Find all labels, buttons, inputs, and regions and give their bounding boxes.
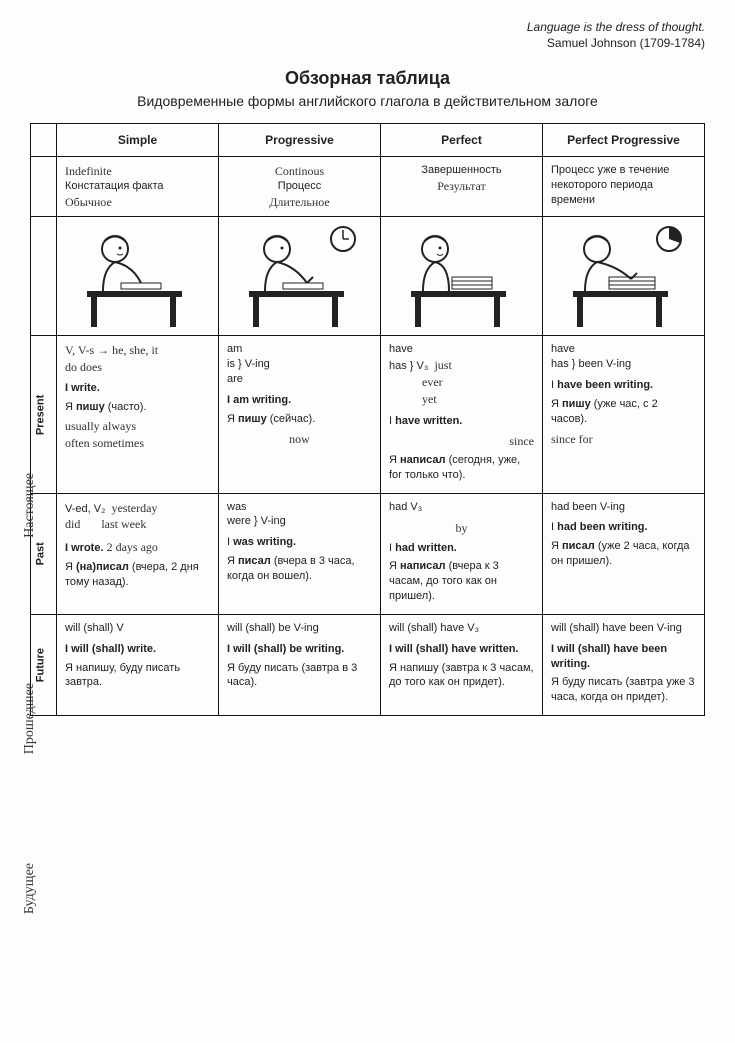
side-label-future: Будущее (22, 863, 38, 914)
present-perf-ru: Я написал (сегодня, уже, for только что)… (389, 453, 534, 483)
past-simple-ru: Я (на)писал (вчера, 2 дня тому назад). (65, 560, 210, 590)
cell-past-simple: V-ed, V₂ yesterdaydid last week I wrote.… (57, 493, 219, 614)
desc-simple: Indefinite Констатация факта Обычное (57, 157, 219, 217)
illus-simple (57, 217, 219, 336)
cell-present-simple: V, V-s → he, she, it do does I write. Я … (57, 336, 219, 493)
present-perfprog-ru: Я пишу (уже час, с 2 часов). (551, 397, 696, 427)
future-perfprog-ru: Я буду писать (завтра уже 3 часа, когда … (551, 675, 696, 705)
desc-perf-print: Завершенность (389, 163, 534, 178)
header-row: Simple Progressive Perfect Perfect Progr… (31, 124, 705, 157)
desc-perfprog-print: Процесс уже в течение некоторого периода… (551, 163, 696, 208)
future-prog-formula: will (shall) be V-ing (227, 621, 372, 636)
cell-future-progressive: will (shall) be V-ing I will (shall) be … (219, 614, 381, 715)
illus-progressive (219, 217, 381, 336)
desc-perfect: Завершенность Результат (381, 157, 543, 217)
present-perfprog-en: I have been writing. (551, 379, 653, 391)
past-perf-by: by (389, 520, 534, 536)
present-perf-since: since (389, 433, 534, 449)
future-perfprog-formula: will (shall) have been V-ing (551, 621, 696, 636)
present-row: Present V, V-s → he, she, it do does I w… (31, 336, 705, 493)
cell-past-perfect: had V₃ by I had written. Я написал (вчер… (381, 493, 543, 614)
desc-progressive: Continous Процесс Длительное (219, 157, 381, 217)
cell-future-perfect: will (shall) have V₃ I will (shall) have… (381, 614, 543, 715)
future-perf-ru: Я напишу (завтра к 3 часам, до того как … (389, 661, 534, 691)
cell-present-perfprog: havehas } been V-ing I have been writing… (543, 336, 705, 493)
present-simple-ru: Я пишу (часто). (65, 400, 210, 415)
description-row: Indefinite Констатация факта Обычное Con… (31, 157, 705, 217)
page-subtitle: Видовременные формы английского глагола … (30, 93, 705, 109)
illustration-row (31, 217, 705, 336)
past-simple-en: I wrote. (65, 542, 104, 554)
desc-perfprog: Процесс уже в течение некоторого периода… (543, 157, 705, 217)
tense-table: Simple Progressive Perfect Perfect Progr… (30, 123, 705, 716)
future-prog-en: I will (shall) be writing. (227, 642, 372, 657)
present-perf-formula: havehas } V₃ just ever yet (389, 342, 534, 407)
desc-simple-print: Констатация факта (65, 179, 210, 194)
future-simple-en: I will (shall) write. (65, 642, 210, 657)
present-prog-formula: am is } V-ing are (227, 342, 372, 387)
future-row: Future will (shall) V I will (shall) wri… (31, 614, 705, 715)
desc-perf-hand2: Результат (389, 178, 534, 194)
present-perfprog-formula: havehas } been V-ing (551, 342, 696, 372)
col-perfect: Perfect (381, 124, 543, 157)
col-simple: Simple (57, 124, 219, 157)
cell-present-progressive: am is } V-ing are I am writing. Я пишу (… (219, 336, 381, 493)
future-perf-en: I will (shall) have written. (389, 642, 534, 657)
cell-future-perfprog: will (shall) have been V-ing I will (sha… (543, 614, 705, 715)
present-perf-en: I have written. (389, 415, 462, 427)
cell-past-progressive: waswere } V-ing I was writing. Я писал (… (219, 493, 381, 614)
present-simple-en: I write. (65, 382, 100, 394)
future-simple-formula: will (shall) V (65, 621, 210, 636)
rowlabel-future: Future (31, 614, 57, 715)
past-prog-formula: waswere } V-ing (227, 500, 372, 530)
rowlabel-present: Present (31, 336, 57, 493)
future-perf-formula: will (shall) have V₃ (389, 621, 534, 636)
past-perf-en: I had written. (389, 542, 457, 554)
desc-prog-hand2: Длительное (227, 194, 372, 210)
future-perfprog-en: I will (shall) have been writing. (551, 642, 696, 672)
past-row: Past V-ed, V₂ yesterdaydid last week I w… (31, 493, 705, 614)
desc-prog-hand1: Continous (227, 163, 372, 179)
desc-simple-hand2: Обычное (65, 194, 210, 210)
present-simple-formula: V, V-s → he, she, it do does (65, 342, 210, 374)
past-perf-ru: Я написал (вчера к 3 часам, до того как … (389, 559, 534, 604)
future-simple-ru: Я напишу, буду писать завтра. (65, 661, 210, 691)
past-perfprog-ru: Я писал (уже 2 часа, когда он пришел). (551, 539, 696, 569)
present-prog-ru: Я пишу (сейчас). (227, 412, 372, 427)
future-prog-ru: Я буду писать (завтра в 3 часа). (227, 661, 372, 691)
present-simple-adverbs: usually always often sometimes (65, 418, 210, 450)
desc-prog-print: Процесс (227, 179, 372, 194)
rowlabel-past: Past (31, 493, 57, 614)
col-progressive: Progressive (219, 124, 381, 157)
past-perfprog-en: I had been writing. (551, 521, 648, 533)
present-prog-adverb: now (227, 431, 372, 447)
page-title: Обзорная таблица (30, 68, 705, 89)
past-perfprog-formula: had been V-ing (551, 500, 696, 515)
present-prog-en: I am writing. (227, 394, 291, 406)
cell-future-simple: will (shall) V I will (shall) write. Я н… (57, 614, 219, 715)
illus-perfprog (543, 217, 705, 336)
col-perfprog: Perfect Progressive (543, 124, 705, 157)
epigraph-author: Samuel Johnson (1709-1784) (30, 36, 705, 50)
present-perfprog-adverbs: since for (551, 431, 696, 447)
past-perf-formula: had V₃ (389, 500, 534, 515)
cell-past-perfprog: had been V-ing I had been writing. Я пис… (543, 493, 705, 614)
cell-present-perfect: havehas } V₃ just ever yet I have writte… (381, 336, 543, 493)
past-prog-en: I was writing. (227, 536, 296, 548)
past-prog-ru: Я писал (вчера в 3 часа, когда он вошел)… (227, 554, 372, 584)
illus-perfect (381, 217, 543, 336)
desc-simple-hand1: Indefinite (65, 163, 210, 179)
epigraph-quote: Language is the dress of thought. (30, 20, 705, 34)
past-simple-formula: V-ed, V₂ yesterdaydid last week (65, 500, 210, 534)
